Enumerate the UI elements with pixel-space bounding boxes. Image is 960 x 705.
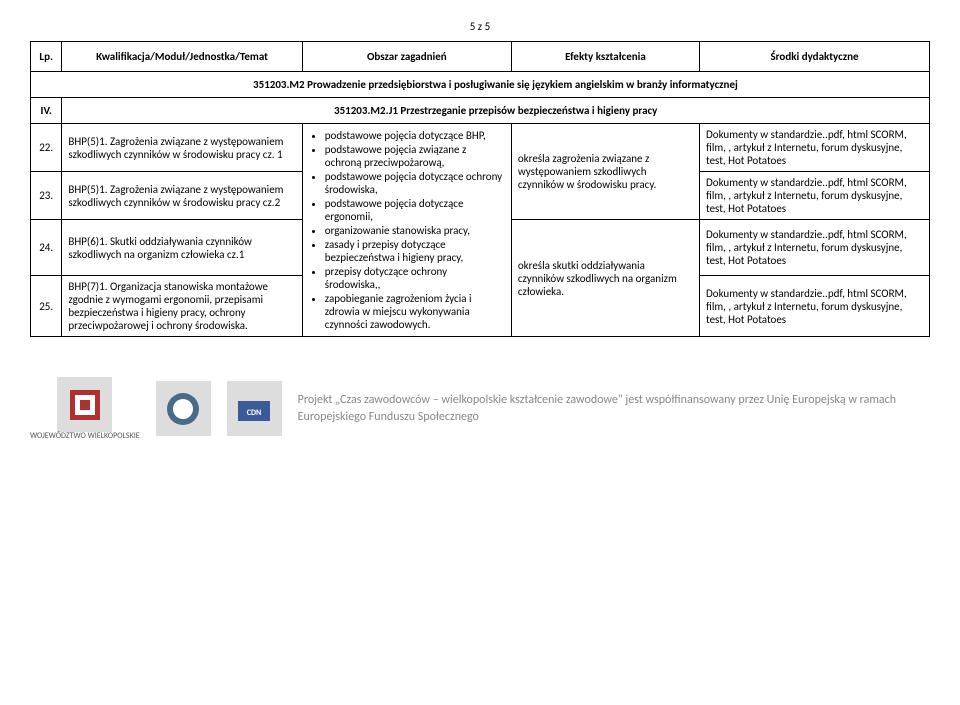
area-item: organizowanie stanowiska pracy, [325, 224, 505, 237]
area-item: zapobieganie zagrożeniom życia i zdrowia… [325, 292, 505, 331]
cdn-logo: CDN [227, 381, 282, 436]
row-topic-25: BHP(7)1. Organizacja stanowiska montażow… [62, 276, 302, 337]
resources-cell-25: Dokumenty w standardzie..pdf, html SCORM… [700, 276, 930, 337]
section-row-b: IV. 351203.M2.J1 Przestrzeganie przepisó… [31, 98, 930, 124]
section-row-a: 351203.M2 Prowadzenie przedsiębiorstwa i… [31, 72, 930, 98]
header-lp: Lp. [31, 42, 62, 72]
row-num-23: 23. [31, 172, 62, 220]
table-header-row: Lp. Kwalifikacja/Moduł/Jednostka/Temat O… [31, 42, 930, 72]
table-row: 22. BHP(5)1. Zagrożenia związane z wystę… [31, 124, 930, 172]
effect-cell-1: określa zagrożenia związane z występowan… [511, 124, 699, 220]
area-cell: podstawowe pojęcia dotyczące BHP, podsta… [302, 124, 511, 337]
wojewodztwo-label: WOJEWÓDZTWO WIELKOPOLSKIE [30, 432, 140, 441]
area-item: podstawowe pojęcia dotyczące ergonomii, [325, 197, 505, 223]
row-topic-22: BHP(5)1. Zagrożenia związane z występowa… [62, 124, 302, 172]
curriculum-table: Lp. Kwalifikacja/Moduł/Jednostka/Temat O… [30, 41, 930, 337]
resources-cell-23: Dokumenty w standardzie..pdf, html SCORM… [700, 172, 930, 220]
header-effect: Efekty kształcenia [511, 42, 699, 72]
resources-cell-24: Dokumenty w standardzie..pdf, html SCORM… [700, 220, 930, 276]
row-num-24: 24. [31, 220, 62, 276]
header-resources: Środki dydaktyczne [700, 42, 930, 72]
wojewodztwo-logo [57, 377, 112, 432]
svg-text:CDN: CDN [247, 408, 262, 418]
footer-text: Projekt „Czas zawodowców – wielkopolskie… [298, 392, 930, 426]
row-topic-23: BHP(5)1. Zagrożenia związane z występowa… [62, 172, 302, 220]
row-num-22: 22. [31, 124, 62, 172]
section-b-lp: IV. [31, 98, 62, 124]
header-area: Obszar zagadnień [302, 42, 511, 72]
area-item: podstawowe pojęcia dotyczące ochrony śro… [325, 170, 505, 196]
area-item: podstawowe pojęcia związane z ochroną pr… [325, 143, 505, 169]
row-num-25: 25. [31, 276, 62, 337]
area-item: zasady i przepisy dotyczące bezpieczeńst… [325, 238, 505, 264]
partner-logo-1 [156, 381, 211, 436]
section-b-title: 351203.M2.J1 Przestrzeganie przepisów be… [62, 98, 930, 124]
header-topic: Kwalifikacja/Moduł/Jednostka/Temat [62, 42, 302, 72]
effect-cell-2: określa skutki oddziaływania czynników s… [511, 220, 699, 337]
footer: WOJEWÓDZTWO WIELKOPOLSKIE CDN Projekt „C… [30, 377, 930, 441]
resources-cell-22: Dokumenty w standardzie..pdf, html SCORM… [700, 124, 930, 172]
area-item: przepisy dotyczące ochrony środowiska,, [325, 265, 505, 291]
section-a-title: 351203.M2 Prowadzenie przedsiębiorstwa i… [62, 72, 930, 98]
area-item: podstawowe pojęcia dotyczące BHP, [325, 129, 505, 142]
row-topic-24: BHP(6)1. Skutki oddziaływania czynników … [62, 220, 302, 276]
page-number: 5 z 5 [30, 20, 930, 33]
